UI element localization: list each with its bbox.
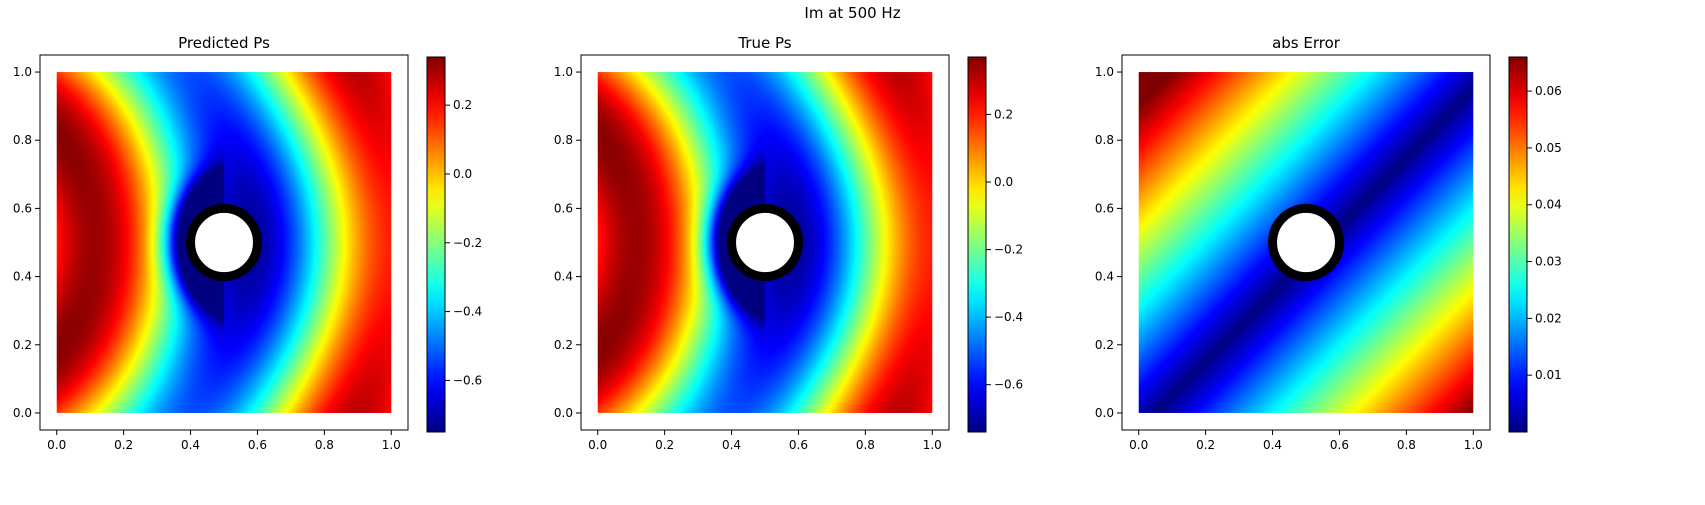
- y-tick-label: 0.2: [13, 338, 32, 352]
- y-tick-label: 1.0: [13, 65, 32, 79]
- x-tick-label: 1.0: [923, 438, 942, 452]
- colorbar: [1508, 56, 1528, 433]
- x-tick-label: 0.4: [1263, 438, 1282, 452]
- x-tick-label: 0.2: [1196, 438, 1215, 452]
- colorbar-tick-label: 0.2: [994, 107, 1013, 121]
- y-tick-label: 0.8: [554, 133, 573, 147]
- y-tick-label: 1.0: [554, 65, 573, 79]
- x-tick-label: 0.0: [47, 438, 66, 452]
- x-tick-label: 0.0: [1129, 438, 1148, 452]
- colorbar-tick-label: −0.6: [453, 373, 482, 387]
- figure-suptitle: Im at 500 Hz: [804, 4, 901, 22]
- y-tick-label: 0.0: [1095, 406, 1114, 420]
- colorbar-tick-label: −0.4: [453, 305, 482, 319]
- axes-frame: [580, 54, 950, 431]
- colorbar-tick-label: 0.05: [1535, 141, 1562, 155]
- y-tick-label: 0.4: [1095, 270, 1114, 284]
- panel-title: abs Error: [1272, 34, 1341, 52]
- colorbar-tick-label: −0.6: [994, 378, 1023, 392]
- x-tick-label: 0.8: [856, 438, 875, 452]
- panel-2: True Ps 0.0 0.2 0.4 0.6 0.8 1.0 0.0 0.2 0.4 0.6 0.8…: [554, 34, 1023, 452]
- colorbar-tick-label: 0.04: [1535, 198, 1562, 212]
- obstacle-circle: [727, 203, 803, 282]
- y-tick-label: 1.0: [1095, 65, 1114, 79]
- colorbar-tick-label: 0.06: [1535, 84, 1562, 98]
- x-tick-label: 0.2: [114, 438, 133, 452]
- y-tick-label: 0.2: [1095, 338, 1114, 352]
- y-tick-label: 0.2: [554, 338, 573, 352]
- colorbar-tick-label: 0.01: [1535, 368, 1562, 382]
- x-tick-label: 0.4: [181, 438, 200, 452]
- x-tick-label: 1.0: [382, 438, 401, 452]
- x-tick-label: 0.2: [655, 438, 674, 452]
- obstacle-circle: [186, 203, 262, 282]
- x-tick-label: 0.6: [1330, 438, 1349, 452]
- x-tick-label: 0.0: [588, 438, 607, 452]
- y-tick-label: 0.6: [1095, 201, 1114, 215]
- colorbar-tick-label: 0.2: [453, 98, 472, 112]
- colorbar-tick-label: 0.02: [1535, 311, 1562, 325]
- x-tick-label: 0.6: [248, 438, 267, 452]
- x-tick-label: 1.0: [1464, 438, 1483, 452]
- y-tick-label: 0.6: [13, 201, 32, 215]
- colorbar-tick-label: 0.0: [453, 167, 472, 181]
- y-tick-label: 0.4: [554, 270, 573, 284]
- x-tick-label: 0.8: [1397, 438, 1416, 452]
- y-tick-label: 0.0: [554, 406, 573, 420]
- panel-1: Predicted Ps 0.0 0.2 0.4 0.6 0.8 1.0 0.0 0.2 0.4 0…: [13, 34, 482, 452]
- axes-frame: [39, 54, 409, 431]
- y-tick-label: 0.0: [13, 406, 32, 420]
- y-tick-label: 0.8: [13, 133, 32, 147]
- colorbar-tick-label: 0.0: [994, 175, 1013, 189]
- panel-3: abs Error 0.0 0.2 0.4 0.6 0.8 1.0 0.0 0.2 0.4 0.6 0…: [1095, 34, 1562, 452]
- y-tick-label: 0.6: [554, 201, 573, 215]
- colorbar: [426, 56, 446, 433]
- colorbar-tick-label: 0.03: [1535, 255, 1562, 269]
- panel-title: True Ps: [737, 34, 791, 52]
- panel-title: Predicted Ps: [178, 34, 270, 52]
- obstacle-circle: [1268, 203, 1344, 282]
- y-tick-label: 0.4: [13, 270, 32, 284]
- axes-frame: [1121, 54, 1491, 431]
- colorbar-tick-label: −0.2: [994, 243, 1023, 257]
- x-tick-label: 0.6: [789, 438, 808, 452]
- colorbar-tick-label: −0.4: [994, 310, 1023, 324]
- colorbar-tick-label: −0.2: [453, 236, 482, 250]
- colorbar: [967, 56, 987, 433]
- x-tick-label: 0.4: [722, 438, 741, 452]
- x-tick-label: 0.8: [315, 438, 334, 452]
- y-tick-label: 0.8: [1095, 133, 1114, 147]
